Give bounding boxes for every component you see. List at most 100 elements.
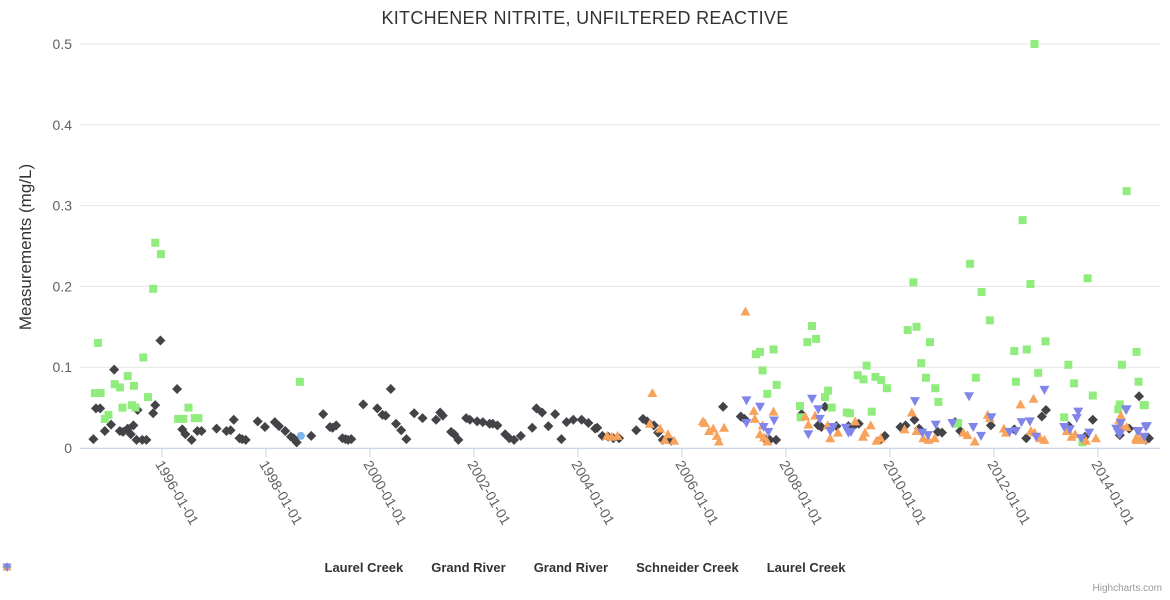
data-point[interactable] — [1114, 405, 1123, 414]
data-point[interactable] — [1084, 428, 1095, 438]
data-point[interactable] — [968, 422, 979, 432]
data-point[interactable] — [1064, 425, 1075, 435]
data-point[interactable] — [1141, 422, 1152, 432]
data-point[interactable] — [865, 420, 876, 430]
data-point[interactable] — [796, 413, 805, 422]
data-point[interactable] — [800, 411, 811, 421]
data-point[interactable] — [749, 413, 760, 423]
data-point[interactable] — [719, 422, 730, 432]
data-point[interactable] — [141, 434, 152, 445]
data-point[interactable] — [318, 409, 329, 420]
data-point[interactable] — [194, 414, 203, 423]
data-point[interactable] — [156, 250, 165, 259]
data-point[interactable] — [772, 380, 781, 389]
data-point[interactable] — [1088, 391, 1097, 400]
data-point[interactable] — [1031, 432, 1042, 442]
data-point[interactable] — [796, 401, 805, 410]
data-point[interactable] — [850, 416, 861, 426]
data-point[interactable] — [1114, 430, 1125, 440]
data-point[interactable] — [947, 418, 958, 428]
data-point[interactable] — [123, 372, 132, 381]
data-point[interactable] — [769, 345, 778, 354]
data-point[interactable] — [1083, 274, 1092, 283]
data-point[interactable] — [211, 423, 222, 434]
data-point[interactable] — [179, 414, 188, 423]
data-point[interactable] — [1041, 405, 1051, 416]
data-point[interactable] — [748, 405, 759, 415]
data-point[interactable] — [396, 425, 407, 436]
data-point[interactable] — [1036, 411, 1047, 422]
data-point[interactable] — [762, 436, 773, 446]
data-point[interactable] — [149, 284, 158, 293]
data-point[interactable] — [453, 434, 464, 445]
data-point[interactable] — [128, 420, 139, 431]
data-point[interactable] — [977, 288, 986, 297]
data-point[interactable] — [840, 423, 851, 433]
data-point[interactable] — [704, 426, 715, 436]
data-point[interactable] — [1073, 407, 1084, 417]
data-point[interactable] — [184, 403, 193, 412]
data-point[interactable] — [1115, 410, 1126, 420]
data-point[interactable] — [929, 433, 940, 443]
data-point[interactable] — [899, 424, 910, 434]
data-point[interactable] — [1059, 422, 1070, 432]
data-point[interactable] — [568, 414, 579, 425]
data-point[interactable] — [139, 353, 148, 362]
data-point[interactable] — [882, 384, 891, 393]
legend-item-schneider-creek-4[interactable]: Schneider Creek — [2, 560, 739, 575]
data-point[interactable] — [125, 429, 136, 440]
data-point[interactable] — [1010, 347, 1019, 356]
data-point[interactable] — [986, 413, 997, 423]
data-point[interactable] — [930, 420, 941, 430]
data-point[interactable] — [922, 431, 933, 441]
data-point[interactable] — [921, 373, 930, 382]
data-point[interactable] — [1134, 377, 1143, 386]
data-point[interactable] — [699, 417, 710, 427]
data-point[interactable] — [1122, 187, 1131, 196]
data-point[interactable] — [110, 380, 119, 389]
data-point[interactable] — [295, 377, 304, 386]
data-point[interactable] — [186, 434, 197, 445]
data-point[interactable] — [150, 400, 161, 411]
data-point[interactable] — [655, 423, 666, 433]
data-point[interactable] — [391, 418, 401, 429]
data-point[interactable] — [131, 434, 142, 445]
data-point[interactable] — [296, 431, 305, 440]
data-point[interactable] — [971, 373, 980, 382]
legend-item-laurel-creek-1[interactable]: Laurel Creek — [3, 560, 403, 575]
data-point[interactable] — [1004, 427, 1015, 437]
data-point[interactable] — [1115, 400, 1124, 409]
data-point[interactable] — [477, 417, 488, 428]
data-point[interactable] — [853, 371, 862, 380]
data-point[interactable] — [1117, 360, 1126, 369]
data-point[interactable] — [148, 408, 159, 419]
data-point[interactable] — [917, 428, 928, 438]
data-point[interactable] — [909, 414, 920, 425]
data-point[interactable] — [1070, 379, 1079, 388]
data-point[interactable] — [1121, 405, 1132, 415]
data-point[interactable] — [380, 410, 391, 421]
data-point[interactable] — [385, 384, 396, 395]
data-point[interactable] — [172, 384, 183, 395]
data-point[interactable] — [756, 347, 764, 356]
data-point[interactable] — [100, 414, 109, 423]
data-point[interactable] — [417, 413, 428, 424]
data-point[interactable] — [807, 394, 817, 404]
data-point[interactable] — [803, 419, 814, 429]
data-point[interactable] — [877, 376, 886, 385]
data-point[interactable] — [1015, 399, 1026, 409]
data-point[interactable] — [903, 326, 912, 335]
data-point[interactable] — [280, 426, 291, 437]
data-point[interactable] — [867, 407, 876, 416]
data-point[interactable] — [964, 392, 975, 402]
data-point[interactable] — [1132, 347, 1141, 356]
data-point[interactable] — [1140, 401, 1149, 410]
data-point[interactable] — [431, 414, 442, 425]
data-point[interactable] — [911, 426, 922, 436]
data-point[interactable] — [1081, 435, 1092, 445]
data-point[interactable] — [659, 434, 670, 444]
data-point[interactable] — [527, 422, 538, 433]
data-point[interactable] — [464, 414, 475, 425]
data-point[interactable] — [647, 388, 658, 398]
data-point[interactable] — [962, 430, 973, 440]
